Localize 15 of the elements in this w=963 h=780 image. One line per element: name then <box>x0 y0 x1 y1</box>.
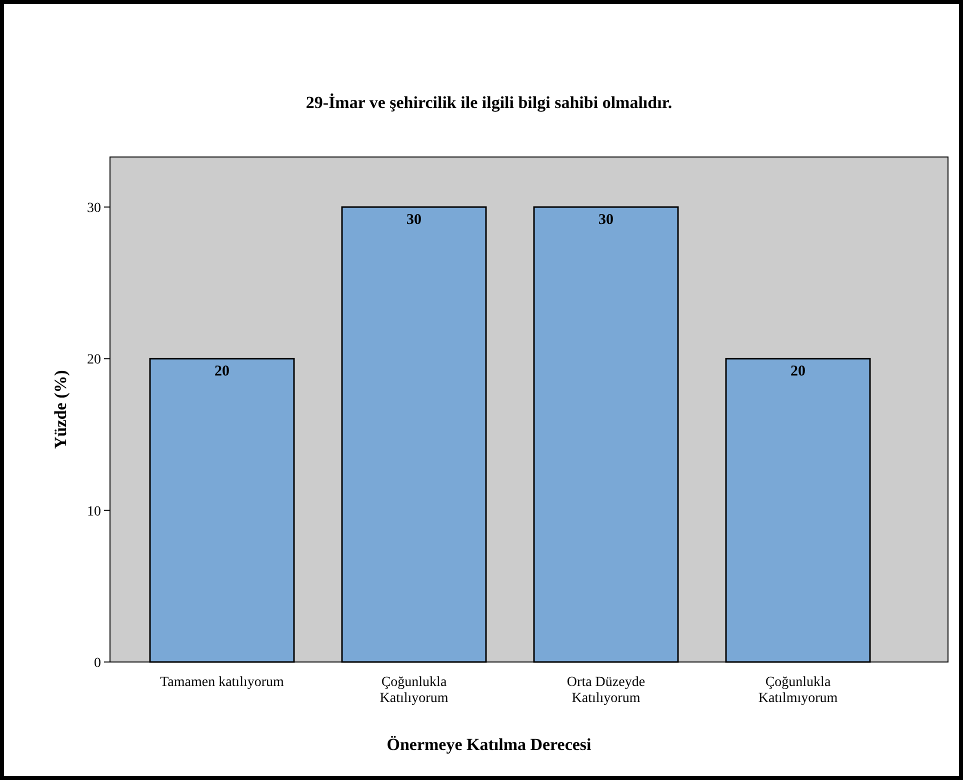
y-tick-label: 30 <box>87 201 101 216</box>
x-tick-label: Çoğunlukla Katılıyorum <box>380 675 448 706</box>
data-label: 20 <box>790 364 806 380</box>
y-tick-label: 0 <box>94 656 101 671</box>
data-label: 20 <box>214 364 230 380</box>
data-label: 30 <box>406 212 422 228</box>
y-tick-label: 10 <box>87 504 101 520</box>
y-tick-label: 20 <box>87 352 101 368</box>
x-tick-label: Çoğunlukla Katılmıyorum <box>758 675 838 706</box>
x-tick-label: Orta Düzeyde Katılıyorum <box>566 675 646 706</box>
data-label: 30 <box>598 212 614 228</box>
y-axis-title: Yüzde (%) <box>51 370 70 449</box>
x-axis-title: Önermeye Katılma Derecesi <box>386 735 592 754</box>
x-tick-label: Tamamen katılıyorum <box>160 675 284 690</box>
chart-title: 29-İmar ve şehircilik ile ilgili bilgi sahibi olmalıdır. <box>306 93 672 112</box>
